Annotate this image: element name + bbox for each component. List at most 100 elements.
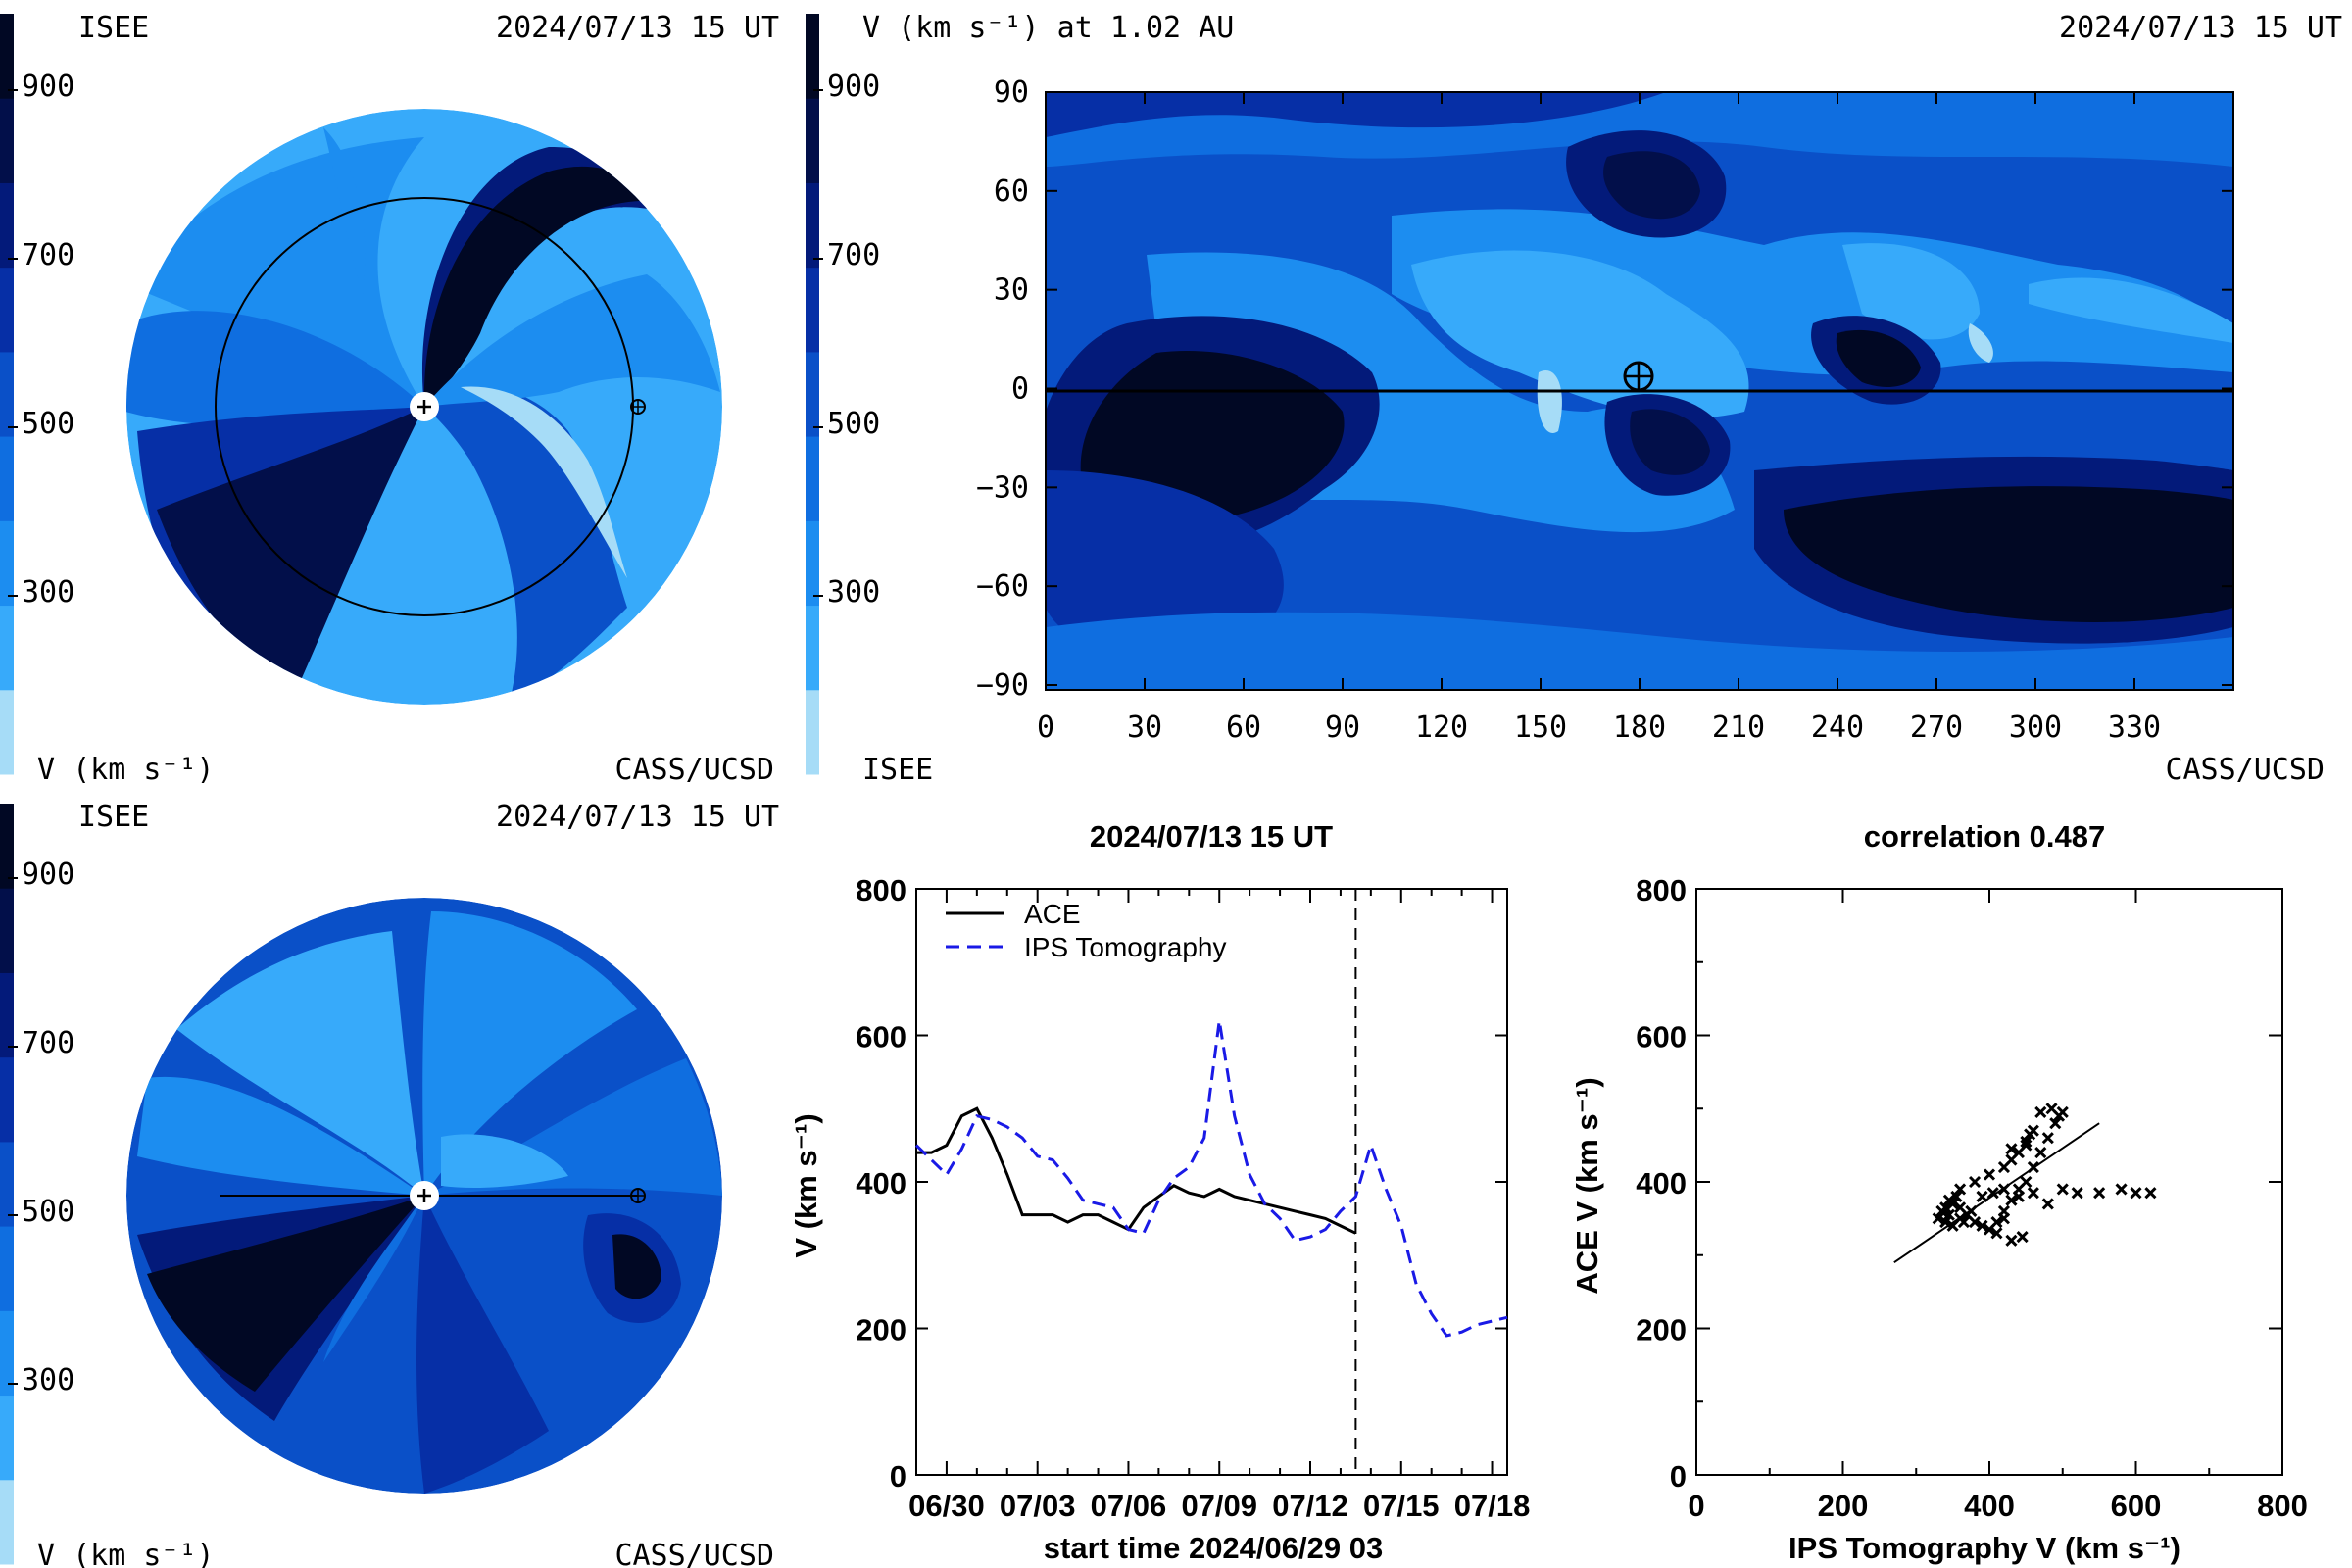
x-tick-label: 0 xyxy=(1688,1489,1704,1523)
map-y-tick-label: −90 xyxy=(976,668,1029,703)
scatter-point-stroke xyxy=(2024,1128,2036,1141)
map-x-axis: 0 30 60 90 120 150 180 210 240 270 300 330 xyxy=(1037,92,2161,745)
scatter-point-stroke xyxy=(1939,1216,1952,1229)
scatter-point xyxy=(2005,1194,2018,1206)
colorbar-segment xyxy=(806,267,819,353)
colorbar-segment xyxy=(0,1056,14,1143)
colorbar-bottom-left: 900 700 500 300 xyxy=(0,804,74,1565)
y-tick-label: 800 xyxy=(856,873,906,907)
scatter-point xyxy=(2027,1187,2039,1200)
map-credit-label: CASS/UCSD xyxy=(2165,753,2325,787)
scatter-point xyxy=(2115,1183,2128,1196)
colorbar-tick-label: 300 xyxy=(827,575,880,610)
scatter-title: correlation 0.487 xyxy=(1864,819,2105,854)
scatter-point-stroke xyxy=(1954,1201,1967,1214)
scatter-point xyxy=(2034,1105,2047,1119)
timeseries-legend: ACE IPS Tomography xyxy=(946,899,1227,962)
scatter-point-stroke xyxy=(1957,1216,1970,1229)
colorbar-tick-label: 900 xyxy=(22,858,74,892)
y-tick-label: 800 xyxy=(1636,873,1687,907)
map-x-tick-label: 300 xyxy=(2009,710,2062,745)
colorbar-segment xyxy=(0,14,14,99)
scatter-point-stroke xyxy=(1976,1190,1988,1203)
scatter-point-stroke xyxy=(2012,1190,2025,1203)
x-tick-label: 800 xyxy=(2257,1489,2308,1523)
scatter-point xyxy=(2144,1187,2157,1200)
scatter-point-stroke xyxy=(1968,1216,1982,1229)
colorbar-segment xyxy=(0,1141,14,1227)
scatter-ylabel: ACE V (km s⁻¹) xyxy=(1570,1077,1604,1294)
x-tick-label: 07/12 xyxy=(1272,1489,1348,1523)
scatter-point-stroke xyxy=(1986,1187,1999,1200)
y-tick-label: 600 xyxy=(856,1020,906,1054)
timeseries-ylabel: V (km s⁻¹) xyxy=(789,1113,823,1257)
colorbar-segment xyxy=(806,605,819,691)
scatter-point xyxy=(1983,1168,1996,1181)
earth-marker-bottom xyxy=(630,1188,646,1203)
unit-label: V (km s⁻¹) xyxy=(37,753,215,787)
scatter-point xyxy=(1976,1219,1988,1232)
scatter-point-stroke xyxy=(1968,1175,1982,1189)
scatter-point xyxy=(2024,1128,2036,1141)
map-y-tick-label: −60 xyxy=(976,569,1029,604)
scatter-point xyxy=(1990,1216,2003,1229)
scatter-point xyxy=(2005,1234,2018,1247)
scatter-point-stroke xyxy=(1942,1208,1955,1221)
scatter-point-stroke xyxy=(2016,1231,2029,1244)
colorbar-segment xyxy=(806,689,819,775)
colorbar-tick-label: 900 xyxy=(827,70,880,104)
scatter-point-stroke xyxy=(2144,1187,2157,1200)
series-ace-line xyxy=(916,1106,1357,1235)
scatter-point xyxy=(2016,1231,2029,1244)
colorbar-segment xyxy=(0,972,14,1058)
scatter-point-stroke xyxy=(2034,1105,2047,1119)
colorbar-segment xyxy=(0,689,14,775)
colorbar-top-left: 900 700 500 300 xyxy=(0,14,74,775)
fit-line xyxy=(1893,1122,2100,1264)
scatter-point xyxy=(1954,1183,1967,1196)
colorbar-segment xyxy=(0,351,14,437)
unit-label-bottom: V (km s⁻¹) xyxy=(37,1539,215,1568)
scatter-point xyxy=(2049,1117,2062,1130)
colorbar-segment xyxy=(0,605,14,691)
scatter-point-stroke xyxy=(2045,1102,2058,1115)
scatter-point-stroke xyxy=(1997,1160,2011,1174)
scatter-point xyxy=(1965,1204,1978,1217)
map-y-tick-label: 90 xyxy=(994,75,1029,110)
credit-label-bottom: CASS/UCSD xyxy=(614,1539,774,1568)
map-x-tick-label: 240 xyxy=(1811,710,1864,745)
scatter-point-stroke xyxy=(1965,1204,1978,1217)
scatter-point-stroke xyxy=(1990,1216,2003,1229)
scatter-point xyxy=(2034,1147,2047,1159)
map-x-tick-label: 30 xyxy=(1127,710,1162,745)
x-tick-label: 07/03 xyxy=(1000,1489,1076,1523)
timeseries-xlabel: start time 2024/06/29 03 xyxy=(1044,1531,1383,1565)
org-label: ISEE xyxy=(78,11,149,45)
scatter-point-stroke xyxy=(1976,1219,1988,1232)
colorbar-tick-label: 700 xyxy=(827,238,880,272)
map-y-axis: 90 60 30 0 −30 −60 −90 xyxy=(976,75,2233,703)
colorbar-segment xyxy=(806,520,819,607)
scatter-point-stroke xyxy=(2027,1187,2039,1200)
sun-marker xyxy=(410,392,439,421)
scatter-point xyxy=(2005,1143,2018,1155)
timeseries-axes: 0 200 400 600 800 06/30 07/03 07/06 07/09 07/12 07… xyxy=(856,873,1530,1523)
map-y-tick-label: 60 xyxy=(994,174,1029,209)
scatter-point xyxy=(1997,1183,2011,1196)
panel-ecliptic-view-top: 900 700 500 300 ISEE 2024/07/13 15 UT V (km… xyxy=(0,11,779,787)
scatter-chart: correlation 0.487 IPS Tomography V (km s… xyxy=(1570,819,2308,1565)
scatter-point xyxy=(2027,1160,2039,1174)
scatter-point xyxy=(2056,1105,2069,1119)
colorbar-tick-label: 500 xyxy=(22,1195,74,1229)
scatter-point-stroke xyxy=(2056,1105,2069,1119)
scatter-point-stroke xyxy=(1983,1168,1996,1181)
y-tick-label: 200 xyxy=(856,1313,906,1348)
scatter-point-stroke xyxy=(2027,1160,2039,1174)
colorbar-segment xyxy=(806,351,819,437)
map-x-tick-label: 60 xyxy=(1226,710,1261,745)
scatter-point xyxy=(1976,1190,1988,1203)
scatter-point xyxy=(1957,1216,1970,1229)
scatter-point-stroke xyxy=(2130,1187,2142,1200)
x-tick-label: 07/15 xyxy=(1363,1489,1440,1523)
colorbar-segment xyxy=(0,888,14,973)
